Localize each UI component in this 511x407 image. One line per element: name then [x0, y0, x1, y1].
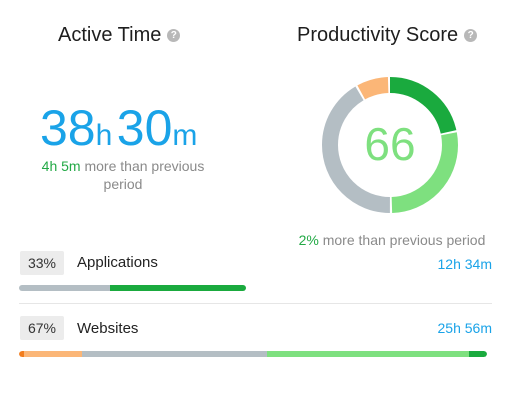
- active-time-delta-text-2: period: [103, 176, 143, 192]
- bar-segment: [19, 351, 25, 357]
- websites-bar-fill: [19, 351, 487, 357]
- active-time-delta-text-1: more than previous: [84, 158, 205, 174]
- applications-label[interactable]: Applications: [77, 254, 158, 271]
- help-icon[interactable]: ?: [167, 29, 181, 42]
- productivity-score: 66: [364, 118, 416, 170]
- applications-time: 12h 34m: [437, 256, 492, 272]
- active-time-value: 38h 30m: [40, 103, 197, 153]
- active-time-title-row: Active Time ?: [58, 24, 181, 47]
- productivity-delta-text: more than previous period: [322, 232, 486, 248]
- active-time-delta: 4h 5m more than previous period: [18, 157, 228, 193]
- websites-percent-badge: 67%: [20, 316, 64, 340]
- bar-segment: [24, 351, 82, 357]
- productivity-delta: 2% more than previous period: [292, 231, 492, 249]
- donut-segment-neutral: [322, 77, 458, 213]
- bar-segment: [468, 351, 487, 357]
- active-hours: 38: [40, 100, 96, 156]
- hours-unit: h: [95, 119, 113, 152]
- websites-bar: [19, 351, 487, 357]
- websites-label[interactable]: Websites: [77, 320, 139, 337]
- bar-segment: [81, 351, 268, 357]
- productivity-title: Productivity Score: [297, 24, 459, 46]
- active-time-title: Active Time: [58, 24, 162, 46]
- donut-segment-productive: [322, 77, 458, 213]
- productivity-delta-value: 2%: [298, 232, 319, 248]
- applications-percent-badge: 33%: [20, 251, 64, 275]
- active-minutes: 30: [116, 100, 173, 156]
- productivity-donut: [322, 77, 458, 213]
- minutes-unit: m: [172, 119, 198, 152]
- bar-segment: [109, 285, 246, 291]
- applications-bar-fill: [19, 285, 246, 291]
- row-divider: [19, 303, 492, 304]
- applications-bar: [19, 285, 492, 291]
- help-icon[interactable]: ?: [464, 29, 478, 42]
- bar-segment: [19, 285, 110, 291]
- productivity-title-row: Productivity Score ?: [297, 24, 478, 47]
- websites-time: 25h 56m: [437, 320, 492, 336]
- active-time-delta-value: 4h 5m: [41, 158, 81, 174]
- donut-segment-somewhat-productive: [322, 77, 458, 213]
- bar-segment: [267, 351, 469, 357]
